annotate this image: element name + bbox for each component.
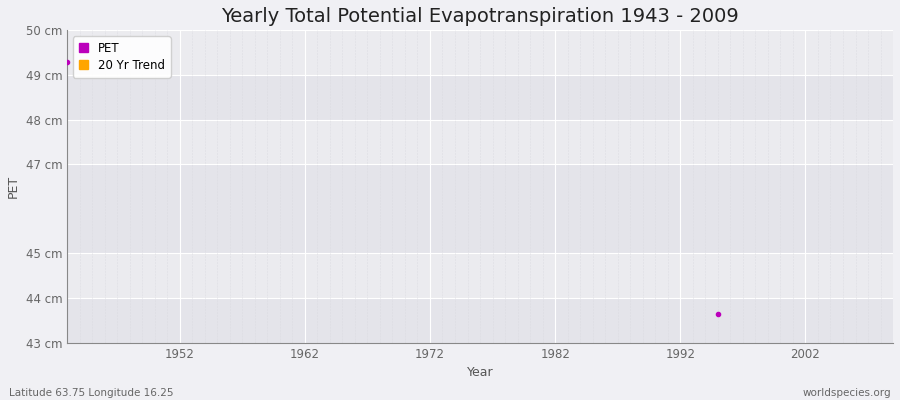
Y-axis label: PET: PET bbox=[7, 175, 20, 198]
Bar bbox=[67, 253, 893, 298]
Bar bbox=[67, 298, 893, 343]
Title: Yearly Total Potential Evapotranspiration 1943 - 2009: Yearly Total Potential Evapotranspiratio… bbox=[221, 7, 739, 26]
Legend: PET, 20 Yr Trend: PET, 20 Yr Trend bbox=[73, 36, 171, 78]
Bar bbox=[67, 75, 893, 120]
Bar bbox=[67, 30, 893, 75]
X-axis label: Year: Year bbox=[467, 366, 493, 379]
Text: Latitude 63.75 Longitude 16.25: Latitude 63.75 Longitude 16.25 bbox=[9, 388, 174, 398]
Text: worldspecies.org: worldspecies.org bbox=[803, 388, 891, 398]
Bar bbox=[67, 120, 893, 164]
Bar bbox=[67, 164, 893, 253]
